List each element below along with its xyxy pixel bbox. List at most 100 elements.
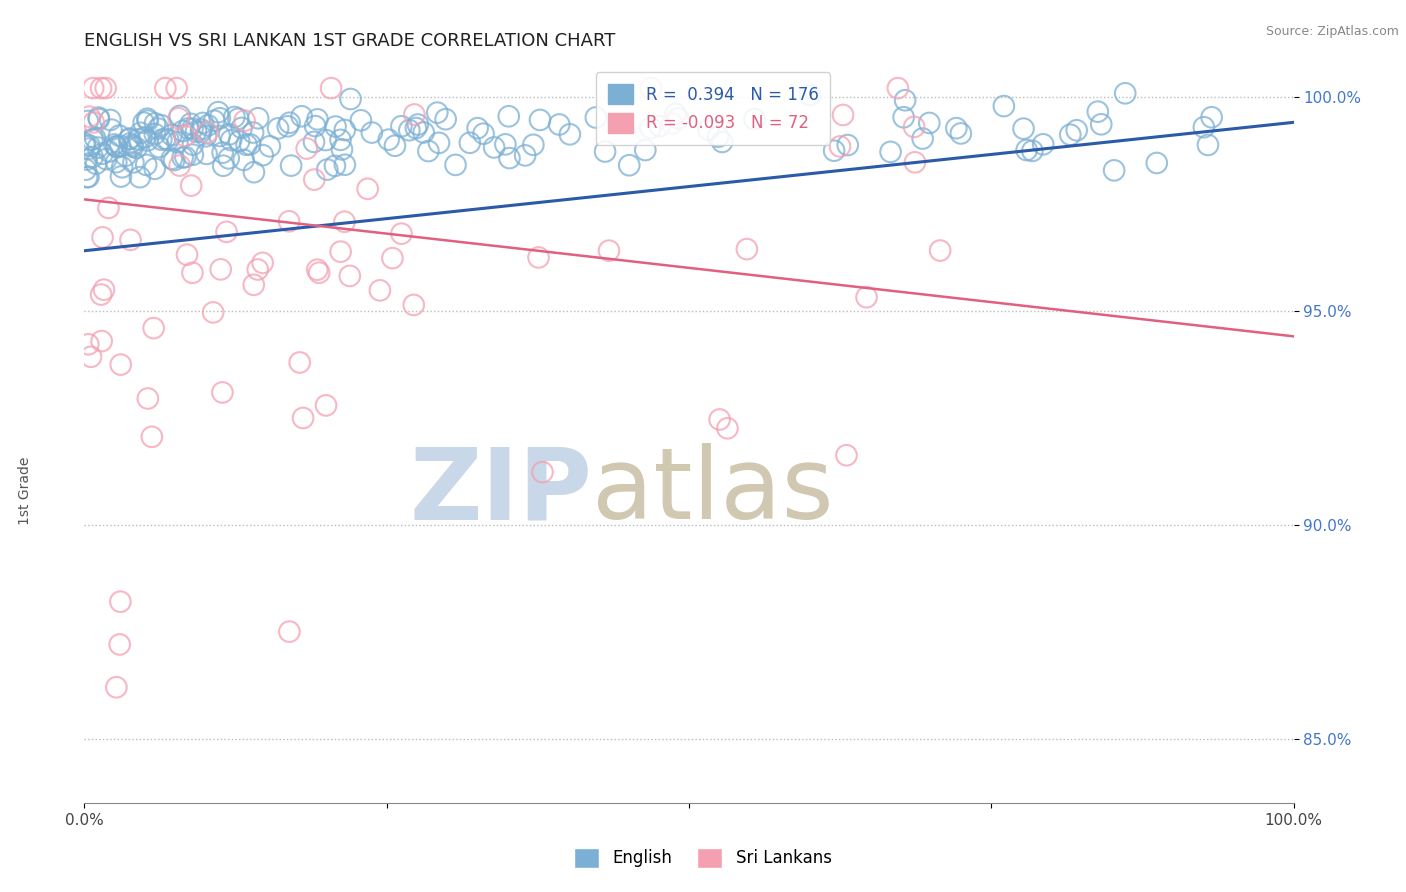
Point bbox=[118, 131, 141, 145]
Point bbox=[498, 109, 520, 123]
Text: atlas: atlas bbox=[592, 443, 834, 541]
Point bbox=[389, 120, 412, 134]
Point bbox=[1015, 143, 1038, 157]
Point bbox=[418, 144, 440, 158]
Point bbox=[412, 125, 434, 139]
Point bbox=[202, 113, 225, 128]
Point bbox=[634, 143, 657, 157]
Point bbox=[903, 120, 925, 134]
Point bbox=[136, 112, 159, 126]
Point bbox=[307, 262, 329, 277]
Point bbox=[143, 127, 166, 141]
Point bbox=[181, 266, 204, 280]
Point bbox=[292, 411, 315, 425]
Point bbox=[110, 358, 132, 372]
Point bbox=[114, 149, 136, 163]
Point bbox=[744, 112, 766, 127]
Point bbox=[181, 137, 204, 152]
Point bbox=[87, 140, 110, 154]
Point bbox=[73, 136, 96, 151]
Point bbox=[79, 138, 101, 153]
Point bbox=[339, 268, 361, 283]
Point bbox=[219, 133, 242, 147]
Point bbox=[339, 92, 361, 106]
Point bbox=[218, 128, 240, 142]
Point bbox=[267, 121, 290, 136]
Point bbox=[228, 134, 250, 148]
Point bbox=[197, 118, 219, 132]
Point bbox=[444, 158, 467, 172]
Point bbox=[333, 158, 356, 172]
Point bbox=[97, 201, 120, 215]
Point bbox=[494, 137, 516, 152]
Legend: R =  0.394   N = 176, R = -0.093   N = 72: R = 0.394 N = 176, R = -0.093 N = 72 bbox=[596, 72, 831, 145]
Point bbox=[93, 283, 115, 297]
Point bbox=[1114, 87, 1136, 101]
Point bbox=[82, 81, 104, 95]
Text: ZIP: ZIP bbox=[409, 443, 592, 541]
Point bbox=[166, 135, 188, 149]
Point bbox=[155, 81, 177, 95]
Point bbox=[427, 136, 450, 150]
Point bbox=[128, 170, 150, 185]
Point bbox=[280, 159, 302, 173]
Point bbox=[143, 161, 166, 176]
Point bbox=[111, 160, 134, 174]
Point bbox=[87, 112, 110, 127]
Point bbox=[150, 133, 173, 147]
Point bbox=[167, 112, 190, 126]
Point bbox=[357, 182, 380, 196]
Point bbox=[246, 262, 269, 277]
Point bbox=[321, 81, 343, 95]
Point bbox=[108, 637, 131, 651]
Point bbox=[181, 121, 204, 136]
Point bbox=[218, 152, 240, 166]
Point bbox=[202, 305, 225, 319]
Point bbox=[325, 120, 347, 134]
Point bbox=[177, 121, 200, 136]
Point bbox=[329, 244, 352, 259]
Point bbox=[515, 148, 537, 162]
Point bbox=[195, 125, 218, 139]
Point bbox=[172, 124, 194, 138]
Point bbox=[91, 146, 114, 161]
Point bbox=[697, 122, 720, 136]
Point bbox=[94, 152, 117, 166]
Point bbox=[148, 140, 170, 154]
Point bbox=[482, 140, 505, 154]
Point bbox=[648, 119, 671, 133]
Point bbox=[329, 133, 352, 147]
Point bbox=[163, 153, 186, 167]
Point bbox=[558, 128, 581, 142]
Point bbox=[90, 287, 112, 301]
Point bbox=[146, 121, 169, 136]
Point bbox=[136, 392, 159, 406]
Point bbox=[879, 145, 901, 159]
Point bbox=[823, 144, 845, 158]
Point bbox=[707, 129, 730, 144]
Point bbox=[231, 120, 253, 135]
Point bbox=[904, 155, 927, 169]
Point bbox=[76, 153, 98, 167]
Point bbox=[160, 152, 183, 166]
Point bbox=[132, 115, 155, 129]
Point bbox=[235, 137, 257, 152]
Point bbox=[259, 139, 281, 153]
Text: 1st Grade: 1st Grade bbox=[18, 457, 32, 524]
Point bbox=[945, 121, 967, 136]
Point bbox=[330, 142, 353, 156]
Point bbox=[278, 624, 301, 639]
Point bbox=[190, 122, 212, 136]
Point bbox=[122, 155, 145, 169]
Point bbox=[242, 277, 264, 292]
Point bbox=[585, 111, 607, 125]
Point bbox=[120, 233, 142, 247]
Point bbox=[169, 159, 191, 173]
Point bbox=[79, 110, 101, 124]
Point bbox=[360, 126, 382, 140]
Point bbox=[77, 337, 100, 351]
Point bbox=[180, 117, 202, 131]
Point bbox=[837, 138, 859, 153]
Point bbox=[226, 112, 249, 126]
Point bbox=[893, 110, 915, 124]
